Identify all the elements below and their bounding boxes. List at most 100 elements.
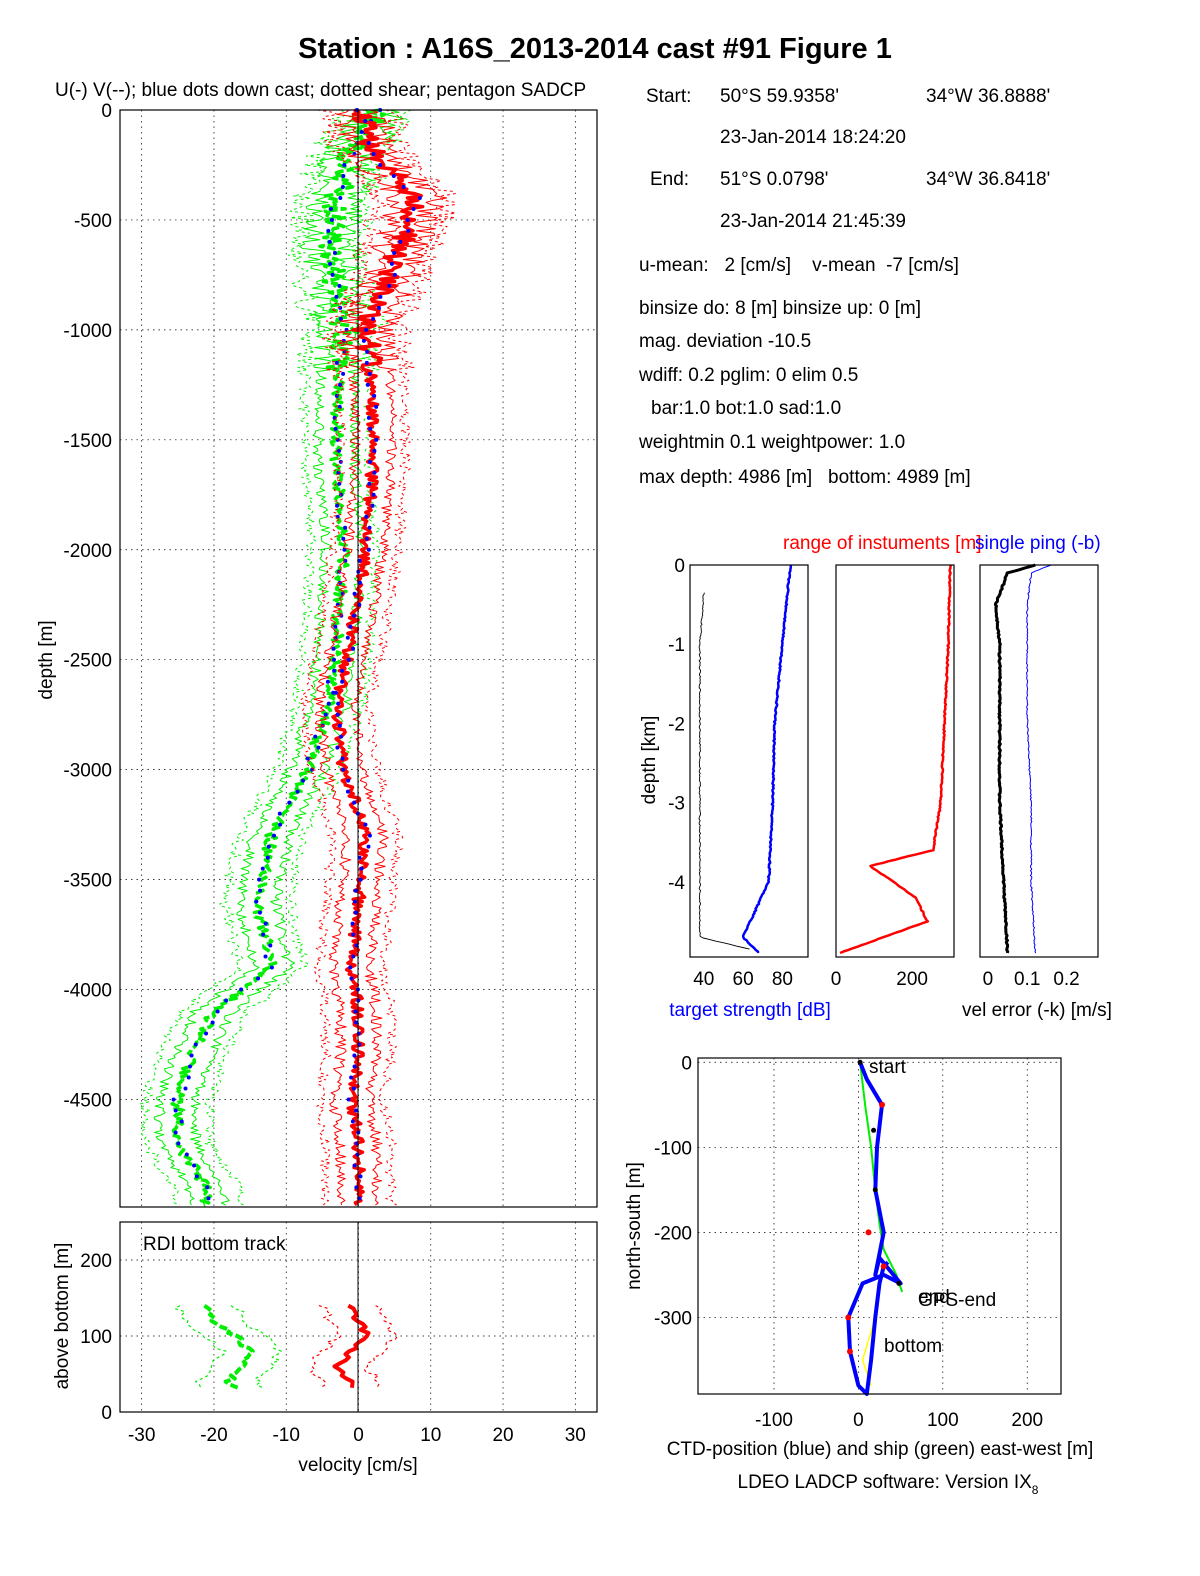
down-cast-dot xyxy=(257,877,262,882)
end-longitude: 34°W 36.8418' xyxy=(926,169,1051,190)
velocity-shear-outer-line xyxy=(139,109,347,1206)
down-cast-dot xyxy=(372,393,377,398)
down-cast-dot xyxy=(357,558,362,563)
down-cast-dot xyxy=(278,822,283,827)
down-cast-dot xyxy=(287,800,292,805)
position-tick-labels: -100 0 100 200 0 -100 -200 -300 xyxy=(654,1053,1043,1431)
down-cast-dot xyxy=(351,954,356,959)
down-cast-dot xyxy=(405,217,410,222)
down-cast-dot xyxy=(358,580,363,585)
velocity-shear-outer-line xyxy=(300,109,390,1206)
down-cast-dot xyxy=(326,228,331,233)
small-panel-x-tick-label: 0.1 xyxy=(1014,969,1040,990)
down-cast-dot xyxy=(337,448,342,453)
small-panel-x-tick-label: 0 xyxy=(831,969,842,990)
down-cast-dot xyxy=(340,184,345,189)
down-cast-dot xyxy=(364,327,369,332)
down-cast-dot xyxy=(341,173,346,178)
down-cast-dot xyxy=(359,129,364,134)
down-cast-dot xyxy=(192,1163,197,1168)
start-latitude: 50°S 59.9358' xyxy=(720,86,839,107)
down-cast-dot xyxy=(338,459,343,464)
down-cast-dot xyxy=(398,239,403,244)
down-cast-dot xyxy=(353,910,358,915)
position-x-tick-label: 100 xyxy=(927,1410,959,1431)
down-cast-dot xyxy=(365,382,370,387)
bottom-track-y-tick-label: 100 xyxy=(80,1327,112,1348)
velocity-y-tick-label: -2000 xyxy=(63,541,112,562)
down-cast-dot xyxy=(356,1031,361,1036)
down-cast-dot xyxy=(339,734,344,739)
down-cast-dot xyxy=(193,1042,198,1047)
velocity-x-tick-label: -10 xyxy=(272,1425,299,1446)
velocity-x-tick-label: 10 xyxy=(420,1425,441,1446)
position-marker xyxy=(865,1229,872,1236)
down-cast-dot xyxy=(350,921,355,926)
small-panel-series-line xyxy=(839,564,953,955)
velocity-y-tick-label: -1500 xyxy=(63,431,112,452)
down-cast-dot xyxy=(334,360,339,365)
down-cast-dot xyxy=(305,756,310,761)
down-cast-dot xyxy=(239,987,244,992)
down-cast-dot xyxy=(371,316,376,321)
down-cast-dot xyxy=(327,239,332,244)
bottom-track-y-tick-label: 200 xyxy=(80,1251,112,1272)
bottom-track-shear-line xyxy=(230,1305,282,1389)
position-annotation-bottom: bottom xyxy=(884,1336,942,1357)
down-cast-dot xyxy=(194,1174,199,1179)
down-cast-dot xyxy=(352,1064,357,1069)
velocity-y-tick-label: -3500 xyxy=(63,871,112,892)
small-panel-y-tick-label: -1 xyxy=(668,635,685,656)
mag-deviation: mag. deviation -10.5 xyxy=(639,331,812,352)
binsize-info: binsize do: 8 [m] binsize up: 0 [m] xyxy=(639,298,921,319)
down-cast-dot xyxy=(366,844,371,849)
down-cast-dot xyxy=(366,140,371,145)
ctd-track-line xyxy=(846,1061,903,1396)
down-cast-dot xyxy=(392,272,397,277)
down-cast-dot xyxy=(328,206,333,211)
down-cast-dot xyxy=(179,1119,184,1124)
down-cast-dot xyxy=(184,1152,189,1157)
depth-info: max depth: 4986 [m] bottom: 4989 [m] xyxy=(639,467,971,488)
down-cast-dot xyxy=(261,932,266,937)
down-cast-dot xyxy=(354,943,359,948)
start-longitude: 34°W 36.8888' xyxy=(926,86,1051,107)
down-cast-dot xyxy=(364,514,369,519)
velocity-error-data xyxy=(993,563,1052,954)
down-cast-dot xyxy=(332,668,337,673)
down-cast-dot xyxy=(210,1020,215,1025)
down-cast-dot xyxy=(371,151,376,156)
end-label: End: xyxy=(650,169,690,190)
down-cast-dot xyxy=(353,888,358,893)
down-cast-dot xyxy=(376,305,381,310)
down-cast-dot xyxy=(338,316,343,321)
velocity-ylabel: depth [m] xyxy=(36,620,57,699)
position-x-tick-label: 200 xyxy=(1011,1410,1043,1431)
velocity-y-tick-label: -3000 xyxy=(63,761,112,782)
down-cast-dot xyxy=(348,965,353,970)
down-cast-dot xyxy=(354,1108,359,1113)
velocity-spread-line xyxy=(350,109,448,1206)
down-cast-dot xyxy=(359,866,364,871)
down-cast-dot xyxy=(417,195,422,200)
down-cast-dot xyxy=(357,1196,362,1201)
down-cast-dot xyxy=(335,503,340,508)
position-xlabel: CTD-position (blue) and ship (green) eas… xyxy=(667,1439,1094,1460)
down-cast-dot xyxy=(331,657,336,662)
down-cast-dot xyxy=(363,822,368,827)
down-cast-dot xyxy=(355,1152,360,1157)
position-ylabel: north-south [m] xyxy=(624,1162,645,1290)
bottom-track-frame xyxy=(119,1221,598,1413)
down-cast-dot xyxy=(392,250,397,255)
down-cast-dot xyxy=(337,283,342,288)
position-marker xyxy=(846,1348,853,1355)
down-cast-dot xyxy=(187,1064,192,1069)
down-cast-dot xyxy=(348,624,353,629)
down-cast-dot xyxy=(358,877,363,882)
position-annotation-end: end xyxy=(918,1287,950,1308)
velocity-data xyxy=(139,108,456,1207)
down-cast-dot xyxy=(372,448,377,453)
down-cast-dot xyxy=(378,294,383,299)
small-panel-series-line xyxy=(741,564,793,954)
down-cast-dot xyxy=(365,349,370,354)
